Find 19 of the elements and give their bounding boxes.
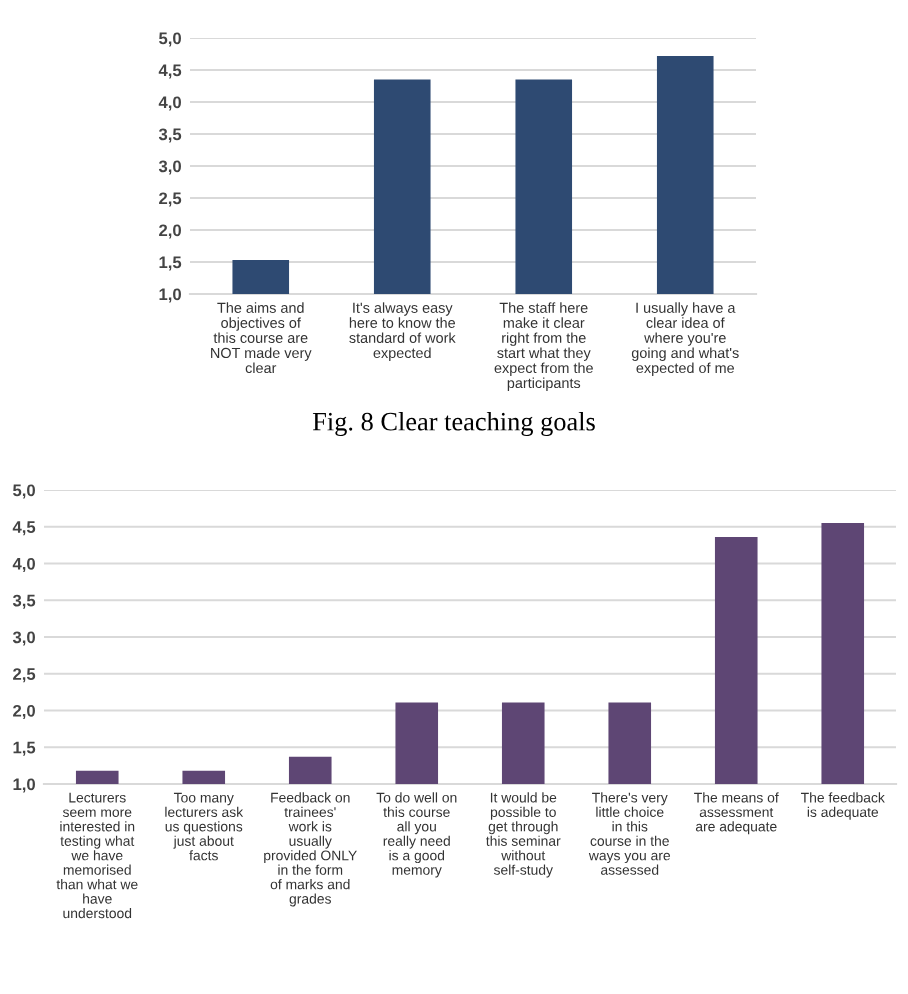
y-tick-label: 3,0 <box>12 631 35 646</box>
y-tick-label: 3,0 <box>158 160 181 175</box>
y-tick-label: 1,0 <box>159 288 181 303</box>
caption: Fig. 8 Clear teaching goals <box>312 412 595 436</box>
y-tick-label: 4,5 <box>158 64 182 79</box>
y-tick-label: 2,0 <box>13 704 35 720</box>
y-tick-label: 4,0 <box>158 96 181 111</box>
y-tick-label: 1,0 <box>13 778 35 793</box>
y-tick-label: 3,5 <box>12 594 36 609</box>
y-tick-label: 5,0 <box>159 32 181 47</box>
y-tick-label: 5,0 <box>13 484 35 499</box>
y-tick-label: 4,0 <box>12 557 35 573</box>
y-tick-label: 1,5 <box>159 256 182 271</box>
y-tick-label: 2,5 <box>159 192 182 207</box>
y-tick-label: 2,5 <box>13 668 36 683</box>
y-tick-label: 4,5 <box>12 521 36 536</box>
y-tick-label: 2,0 <box>159 224 181 239</box>
y-tick-label: 3,5 <box>158 128 182 143</box>
y-tick-label: 1,5 <box>13 741 36 756</box>
